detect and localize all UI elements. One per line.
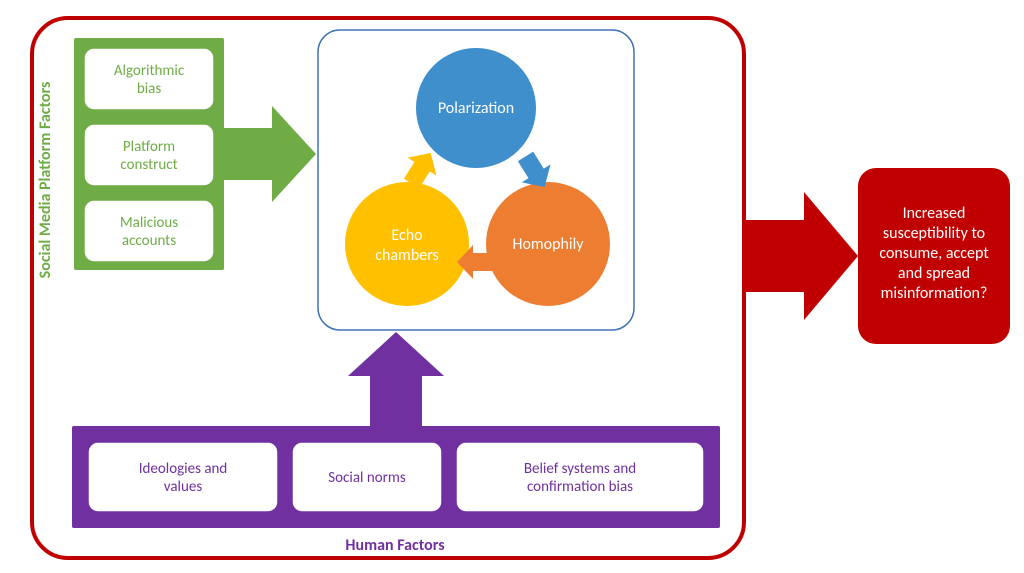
diagram-canvas: Social Media Platform Factors Human Facto…	[0, 0, 1024, 573]
label-polarization: Polarization	[438, 99, 514, 118]
purple-item-label: Social norms	[328, 469, 406, 487]
green-arrow	[224, 106, 316, 202]
purple-arrow	[348, 332, 444, 426]
label-homophily: Homophily	[512, 235, 584, 254]
red-arrow	[744, 192, 858, 320]
green-item-label: Maliciousaccounts	[120, 214, 178, 250]
purple-item-label: Belief systems andconfirmation bias	[524, 460, 636, 496]
label-human-factors: Human Factors	[345, 536, 444, 555]
label-social-media-factors: Social Media Platform Factors	[36, 82, 55, 279]
green-item-label: Platformconstruct	[120, 138, 177, 174]
